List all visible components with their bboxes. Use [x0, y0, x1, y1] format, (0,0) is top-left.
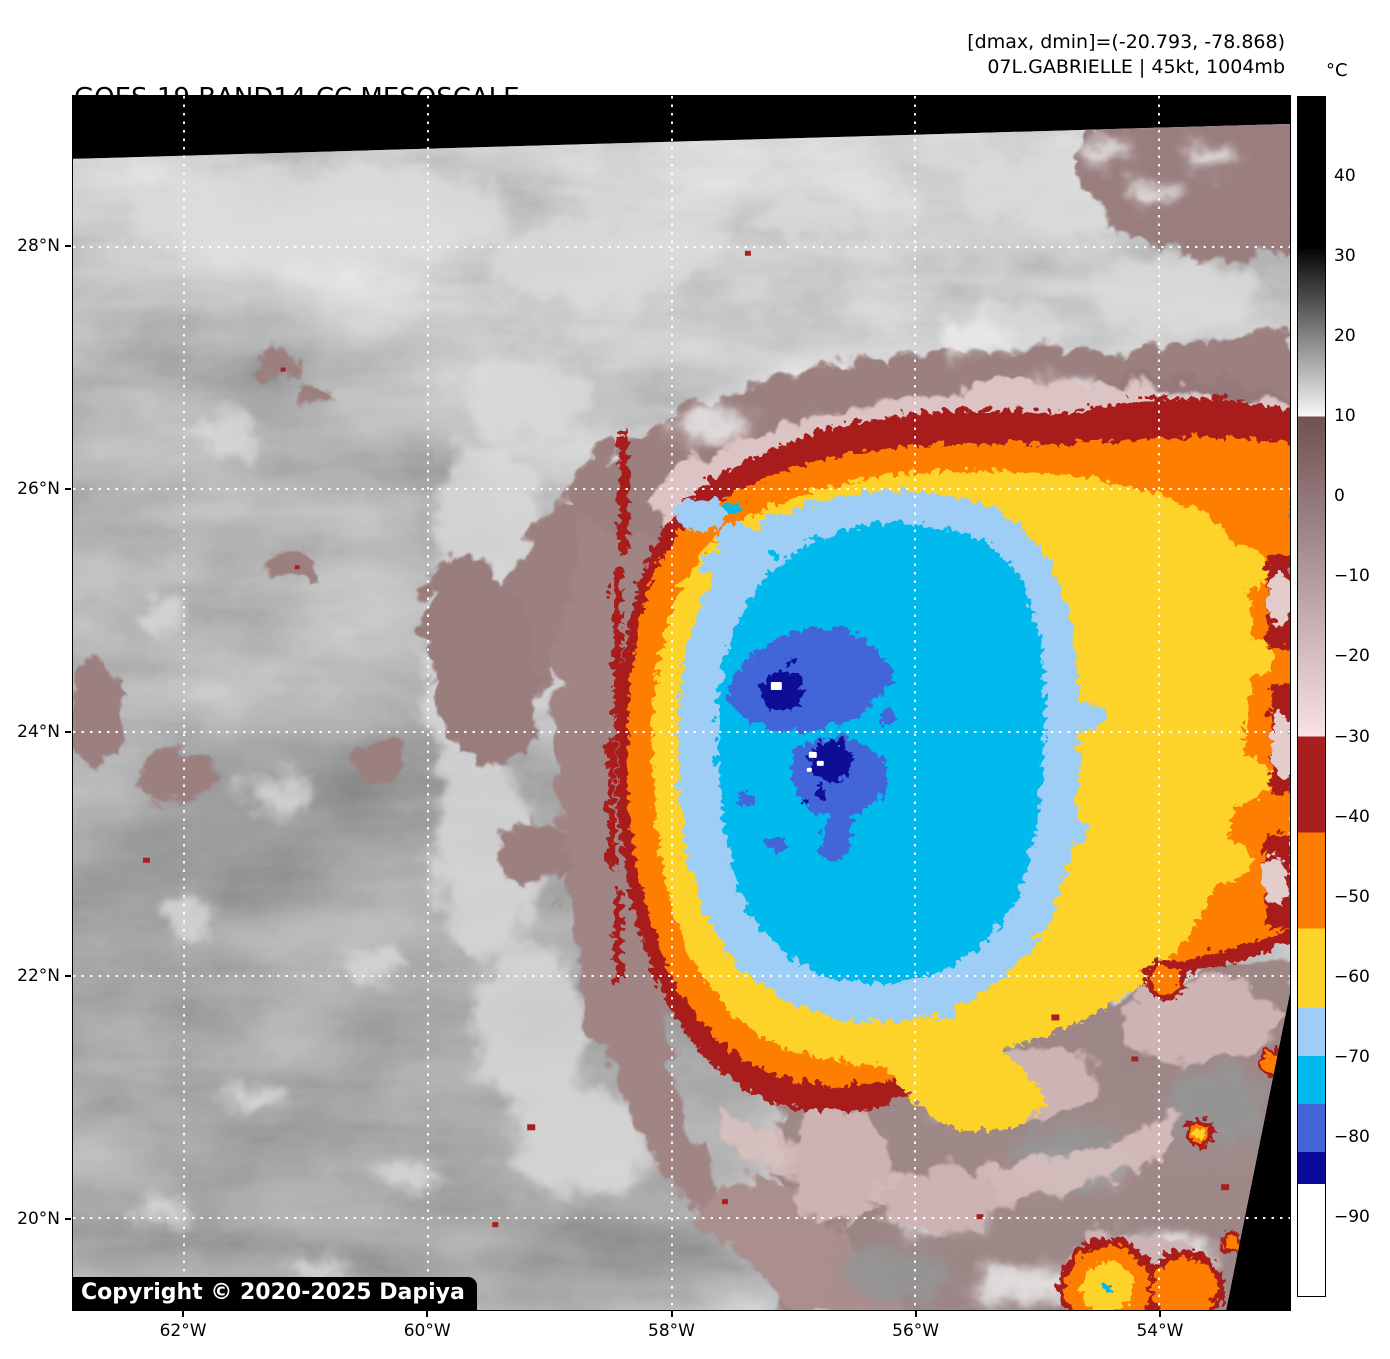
longitude-tick: [182, 1311, 185, 1317]
colorbar-tick-label: −40: [1334, 806, 1370, 827]
colorbar-tick-label: 40: [1334, 166, 1356, 187]
colorbar-tick-label: −80: [1334, 1126, 1370, 1147]
longitude-tick: [426, 1311, 429, 1317]
colorbar-tick-label: 10: [1334, 406, 1356, 427]
latitude-label: 26°N: [17, 478, 60, 499]
colorbar-tick-label: −20: [1334, 646, 1370, 667]
colorbar-tick-label: 0: [1334, 486, 1345, 507]
latitude-label: 20°N: [17, 1208, 60, 1229]
latitude-label: 24°N: [17, 722, 60, 743]
colorbar-tick-label: −10: [1334, 566, 1370, 587]
longitude-tick: [914, 1311, 917, 1317]
colorbar-ticks: 40 30 20 10 0 −10 −20 −30 −40 −50 −60 −70 −80 −90: [1334, 96, 1390, 1297]
colorbar-tick-label: 30: [1334, 246, 1356, 267]
range-annotation: [dmax, dmin]=(-20.793, -78.868): [967, 31, 1285, 53]
latitude-tick: [65, 487, 71, 490]
colorbar-tick-label: −90: [1334, 1206, 1370, 1227]
colorbar-tick-label: −60: [1334, 966, 1370, 987]
colorbar-tick-label: −70: [1334, 1046, 1370, 1067]
latitude-axis: 28°N 26°N 24°N 22°N 20°N: [0, 95, 72, 1311]
longitude-label: 54°W: [1136, 1321, 1184, 1341]
latitude-label: 28°N: [17, 236, 60, 257]
latitude-tick: [65, 974, 71, 977]
colorbar-unit: °C: [1326, 60, 1348, 81]
colorbar: [1297, 96, 1326, 1297]
longitude-tick: [670, 1311, 673, 1317]
red-speckles: [142, 250, 1230, 1228]
latitude-tick: [65, 1217, 71, 1220]
map-plot: Copyright © 2020-2025 Dapiya: [72, 95, 1291, 1311]
colorbar-tick-label: −30: [1334, 726, 1370, 747]
colorbar-tick-label: −50: [1334, 886, 1370, 907]
overshooting-tops-white: [770, 682, 824, 772]
longitude-tick: [1158, 1311, 1161, 1317]
scattered-convection-cells: [1054, 953, 1290, 1310]
east-edge-detail: [1259, 550, 1290, 925]
longitude-label: 56°W: [892, 1321, 940, 1341]
longitude-label: 60°W: [403, 1321, 451, 1341]
longitude-axis: 62°W 60°W 58°W 56°W 54°W: [72, 1311, 1291, 1357]
latitude-tick: [65, 245, 71, 248]
longitude-label: 62°W: [159, 1321, 207, 1341]
latitude-tick: [65, 731, 71, 734]
latitude-label: 22°N: [17, 965, 60, 986]
satellite-image: [73, 96, 1290, 1310]
longitude-label: 58°W: [648, 1321, 695, 1341]
satellite-data-region: [73, 123, 1290, 1310]
colorbar-tick-label: 20: [1334, 326, 1356, 347]
storm-annotation: 07L.GABRIELLE | 45kt, 1004mb: [987, 56, 1285, 78]
copyright-badge: Copyright © 2020-2025 Dapiya: [73, 1277, 477, 1310]
annotation-block: [dmax, dmin]=(-20.793, -78.868) 07L.GABR…: [967, 30, 1285, 80]
